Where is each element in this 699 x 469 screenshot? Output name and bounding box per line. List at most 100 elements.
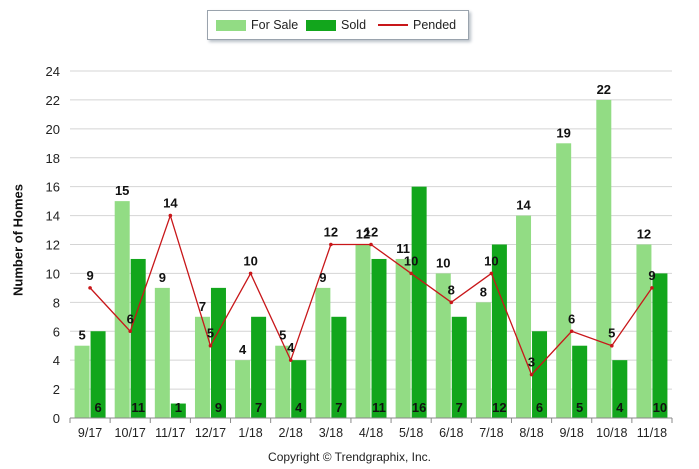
data-label-sold: 7 bbox=[335, 400, 342, 415]
pended-point bbox=[529, 372, 534, 377]
x-tick-label: 9/18 bbox=[559, 426, 583, 440]
pended-point bbox=[128, 329, 132, 334]
legend-label-pended: Pended bbox=[413, 18, 457, 32]
data-label-pended: 5 bbox=[608, 326, 615, 341]
data-label-sold: 9 bbox=[215, 400, 222, 415]
x-axis: 9/17 10/17 11/17 12/17 1/18 2/18 3/18 4/18 5/18 6… bbox=[69, 417, 673, 440]
y-tick-label: 14 bbox=[46, 209, 60, 224]
data-label-for-sale: 9 bbox=[159, 270, 166, 285]
bar-for-sale bbox=[315, 287, 331, 418]
bar-sold bbox=[652, 273, 668, 418]
bar-for-sale bbox=[596, 99, 612, 419]
data-label-sold: 4 bbox=[616, 400, 624, 415]
bar-sold bbox=[130, 258, 146, 418]
data-label-for-sale: 5 bbox=[78, 328, 85, 343]
y-tick-label: 8 bbox=[53, 295, 60, 310]
pended-point bbox=[610, 343, 614, 348]
bar-sold bbox=[572, 345, 588, 418]
legend-item-for-sale: For Sale bbox=[216, 11, 298, 39]
x-tick-label: 11/18 bbox=[637, 426, 667, 440]
bar-sold bbox=[331, 316, 347, 418]
x-tick-label: 6/18 bbox=[439, 426, 463, 440]
data-label-pended: 6 bbox=[127, 311, 134, 326]
copyright: Copyright © Trendgraphix, Inc. bbox=[268, 450, 431, 464]
pended-point bbox=[329, 242, 333, 247]
legend-label-for-sale: For Sale bbox=[251, 18, 299, 32]
data-label-for-sale: 9 bbox=[319, 270, 326, 285]
bar-sold bbox=[411, 186, 427, 418]
bar-sold bbox=[210, 287, 226, 418]
bar-for-sale bbox=[435, 273, 451, 418]
data-label-pended: 5 bbox=[207, 326, 214, 341]
pended-point bbox=[168, 213, 173, 218]
data-label-for-sale: 11 bbox=[396, 241, 410, 256]
data-label-pended: 10 bbox=[484, 253, 498, 268]
bar-sold bbox=[371, 258, 387, 418]
x-tick-label: 4/18 bbox=[359, 426, 383, 440]
bar-for-sale bbox=[235, 360, 251, 418]
bar-for-sale bbox=[114, 201, 130, 418]
data-label-pended: 12 bbox=[364, 225, 378, 240]
y-tick-label: 12 bbox=[46, 238, 60, 253]
data-label-for-sale: 19 bbox=[556, 125, 570, 140]
data-label-for-sale: 12 bbox=[356, 227, 370, 242]
bar-sold bbox=[451, 316, 467, 418]
pended-point bbox=[489, 271, 494, 276]
data-label-for-sale: 22 bbox=[597, 82, 611, 97]
bar-sold bbox=[170, 403, 186, 418]
data-label-sold: 6 bbox=[94, 400, 101, 415]
pended-point bbox=[248, 271, 253, 276]
data-label-sold: 10 bbox=[653, 400, 667, 415]
pended-point bbox=[88, 286, 92, 290]
data-label-pended: 3 bbox=[528, 355, 535, 370]
data-label-for-sale: 15 bbox=[115, 183, 129, 198]
bar-sold bbox=[251, 316, 267, 418]
x-tick-label: 11/17 bbox=[155, 426, 185, 440]
gridlines bbox=[70, 70, 672, 419]
bar-for-sale bbox=[636, 244, 652, 418]
bar-for-sale bbox=[194, 316, 210, 418]
data-label-for-sale: 10 bbox=[436, 255, 450, 270]
pended-point bbox=[288, 358, 293, 362]
data-label-pended: 10 bbox=[243, 253, 257, 268]
sold-swatch bbox=[306, 19, 336, 31]
data-label-pended: 10 bbox=[404, 253, 418, 268]
data-label-pended: 9 bbox=[648, 268, 655, 283]
y-tick-label: 2 bbox=[53, 382, 60, 397]
bar-for-sale bbox=[475, 302, 491, 418]
bar-sold bbox=[491, 244, 507, 418]
x-tick-label: 5/18 bbox=[399, 426, 423, 440]
legend-item-pended: Pended bbox=[378, 11, 456, 39]
y-tick-label: 22 bbox=[46, 93, 60, 108]
pended-point bbox=[569, 329, 574, 334]
y-tick-label: 4 bbox=[53, 353, 60, 368]
x-tick-label: 12/17 bbox=[195, 426, 226, 440]
bar-for-sale bbox=[556, 143, 572, 418]
bar-for-sale bbox=[74, 345, 90, 418]
data-label-pended: 12 bbox=[324, 225, 338, 240]
data-label-pended: 9 bbox=[86, 268, 93, 283]
bar-for-sale bbox=[275, 345, 291, 418]
data-label-pended: 14 bbox=[163, 196, 178, 211]
data-labels: 5615119179475497121111161078121461952241… bbox=[78, 82, 667, 415]
legend-item-sold: Sold bbox=[306, 11, 366, 39]
data-label-sold: 12 bbox=[492, 400, 506, 415]
data-label-for-sale: 7 bbox=[199, 299, 206, 314]
x-tick-label: 8/18 bbox=[519, 426, 543, 440]
data-label-for-sale: 14 bbox=[516, 198, 531, 213]
pended-line bbox=[88, 213, 654, 377]
data-label-sold: 7 bbox=[255, 400, 262, 415]
data-label-pended: 6 bbox=[568, 311, 575, 326]
data-label-sold: 7 bbox=[456, 400, 463, 415]
x-tick-label: 10/18 bbox=[596, 426, 627, 440]
legend-label-sold: Sold bbox=[341, 18, 367, 32]
bars bbox=[74, 99, 668, 419]
data-label-sold: 11 bbox=[131, 400, 145, 415]
data-label-pended: 4 bbox=[287, 340, 295, 355]
bar-for-sale bbox=[355, 244, 371, 418]
data-label-for-sale: 8 bbox=[480, 284, 487, 299]
x-tick-label: 7/18 bbox=[479, 426, 503, 440]
bar-for-sale bbox=[395, 258, 411, 418]
x-tick-label: 2/18 bbox=[279, 426, 303, 440]
x-tick-label: 1/18 bbox=[238, 426, 262, 440]
